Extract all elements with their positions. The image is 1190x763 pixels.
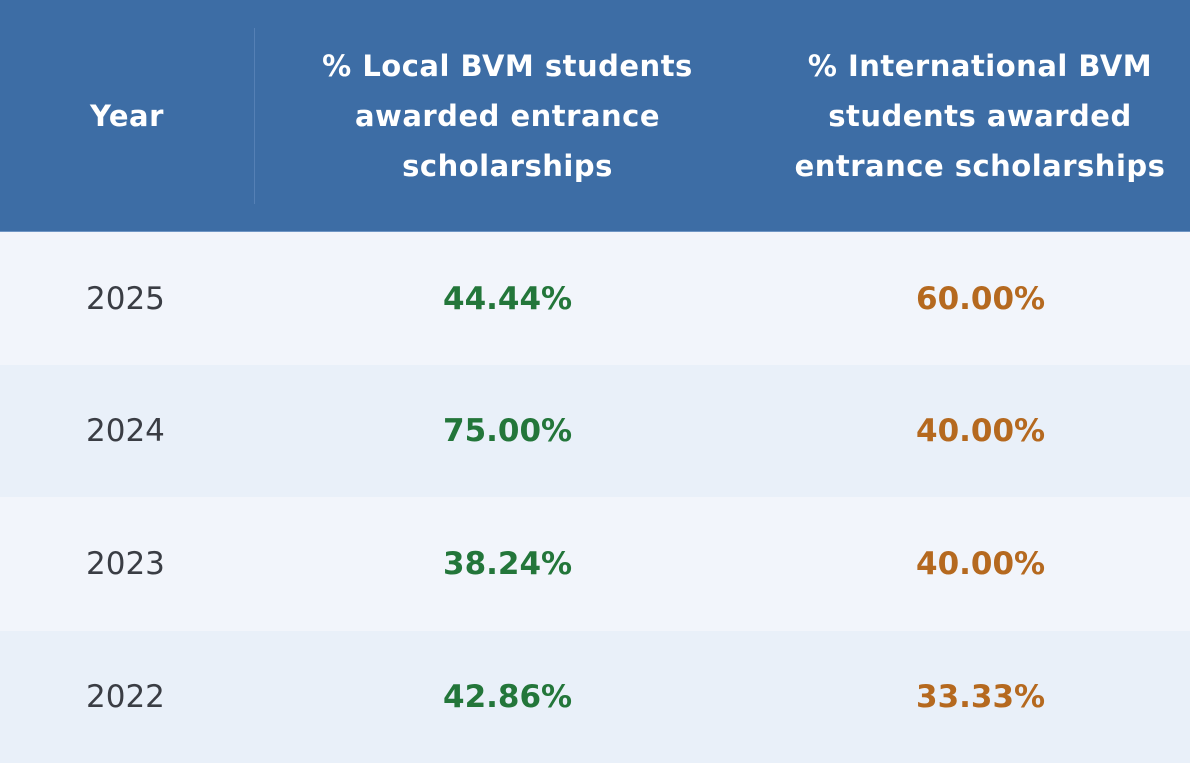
cell-local: 75.00% (443, 413, 573, 449)
header-international-label: % International BVM students awarded ent… (794, 48, 1166, 183)
cell-local: 42.86% (443, 679, 573, 715)
table-row: 2024 75.00% 40.00% (0, 365, 1190, 497)
table-row: 2022 42.86% 33.33% (0, 631, 1190, 763)
table-row: 2023 38.24% 40.00% (0, 497, 1190, 631)
cell-year: 2025 (86, 280, 165, 317)
cell-year: 2022 (86, 679, 165, 715)
cell-year: 2023 (86, 546, 165, 582)
header-year: Year (90, 98, 164, 133)
cell-international: 40.00% (916, 413, 1046, 449)
cell-local: 38.24% (443, 546, 573, 582)
cell-international: 33.33% (916, 679, 1046, 715)
cell-international: 60.00% (916, 280, 1046, 317)
table-header: Year % Local BVM students awarded entran… (0, 0, 1190, 232)
header-divider (254, 28, 255, 204)
cell-international: 40.00% (916, 546, 1046, 582)
cell-local: 44.44% (443, 280, 573, 317)
table-row: 2025 44.44% 60.00% (0, 232, 1190, 365)
cell-year: 2024 (86, 413, 165, 449)
header-local: % Local BVM students awarded entrance sc… (255, 0, 760, 231)
header-international: % International BVM students awarded ent… (760, 0, 1190, 231)
header-local-label: % Local BVM students awarded entrance sc… (322, 48, 693, 183)
